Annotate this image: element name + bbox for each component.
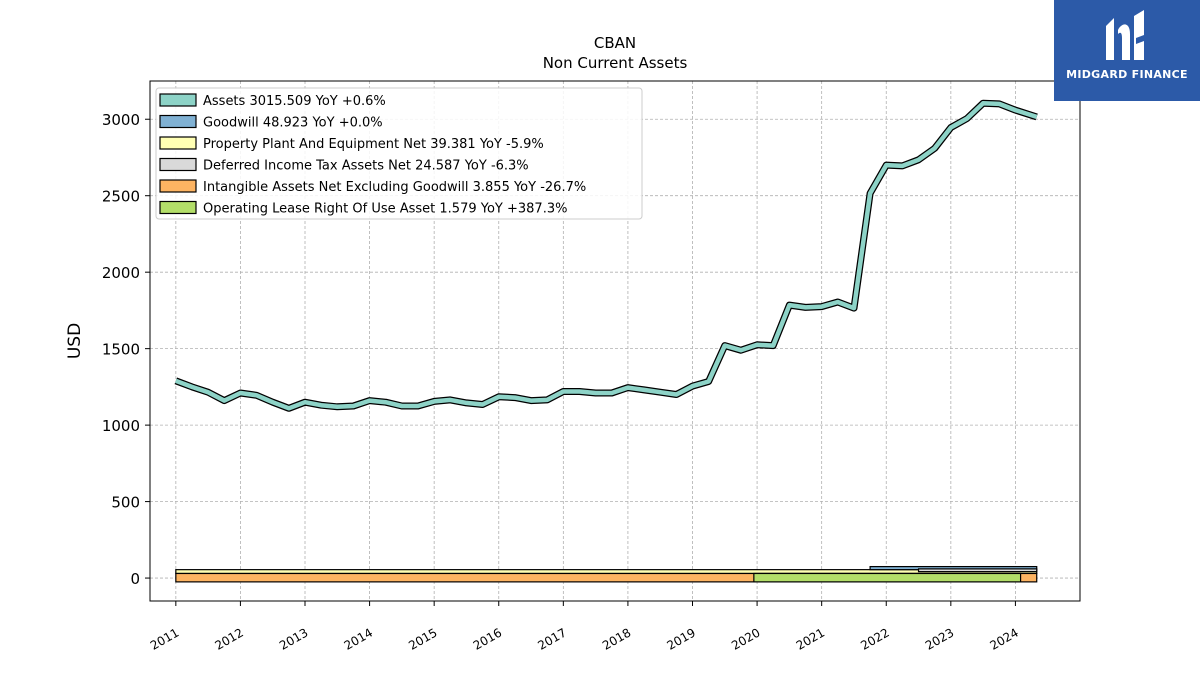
chart-subtitle: Non Current Assets [543, 54, 688, 72]
x-tick-label: 2020 [729, 625, 762, 652]
y-tick-label: 1000 [102, 417, 140, 435]
x-tick-label: 2015 [406, 625, 439, 652]
x-tick-label: 2013 [277, 625, 310, 652]
y-axis-ticks: 0 500 1000 1500 2000 2500 3000 [102, 111, 150, 588]
x-tick-label: 2019 [665, 625, 698, 652]
y-tick-label: 0 [130, 570, 140, 588]
chart-title: CBAN [594, 34, 636, 52]
midgard-logo-icon [1106, 10, 1152, 60]
legend-label: Goodwill 48.923 YoY +0.0% [203, 116, 383, 131]
legend-label: Deferred Income Tax Assets Net 24.587 Yo… [203, 159, 529, 174]
x-tick-label: 2018 [600, 625, 633, 652]
series-band [917, 568, 1038, 573]
y-tick-label: 3000 [102, 111, 140, 129]
brand-logo: MIDGARD FINANCE [1054, 0, 1200, 101]
legend-box [155, 87, 643, 220]
y-tick-label: 1500 [102, 341, 140, 359]
x-axis-ticks: 2011 2012 2013 2014 2015 2016 2017 2018 2019 2020… [148, 601, 1021, 653]
legend-swatch [159, 200, 197, 215]
legend-swatch [159, 93, 197, 107]
series-band [175, 572, 1038, 583]
legend-swatch [159, 114, 197, 129]
y-axis-label: USD [65, 323, 85, 359]
legend-swatch [159, 136, 197, 150]
x-tick-label: 2016 [471, 625, 504, 652]
x-tick-label: 2014 [342, 625, 375, 652]
y-tick-label: 500 [111, 494, 140, 512]
legend-swatch [159, 179, 197, 193]
legend-label: Intangible Assets Net Excluding Goodwill… [203, 180, 586, 195]
x-tick-label: 2011 [148, 625, 181, 652]
y-tick-label: 2000 [102, 264, 140, 282]
plot-frame [149, 80, 1081, 602]
x-tick-label: 2022 [858, 625, 891, 652]
x-tick-label: 2017 [535, 625, 568, 652]
stacked-areas [175, 565, 1038, 583]
x-tick-label: 2023 [923, 625, 956, 652]
legend-label: Property Plant And Equipment Net 39.381 … [203, 137, 544, 152]
x-tick-label: 2012 [212, 625, 245, 652]
legend-label: Operating Lease Right Of Use Asset 1.579… [203, 202, 567, 217]
series-band [753, 572, 1022, 583]
brand-name: MIDGARD FINANCE [1066, 68, 1188, 81]
legend-label: Assets 3015.509 YoY +0.6% [203, 94, 386, 109]
series-lines [174, 99, 1038, 412]
legend-swatch [159, 157, 197, 172]
assets-line [175, 100, 1038, 411]
legend: Assets 3015.509 YoY +0.6% Goodwill 48.923… [155, 87, 643, 220]
x-tick-label: 2021 [794, 625, 827, 652]
y-tick-label: 2500 [102, 188, 140, 206]
x-tick-label: 2024 [987, 625, 1020, 652]
